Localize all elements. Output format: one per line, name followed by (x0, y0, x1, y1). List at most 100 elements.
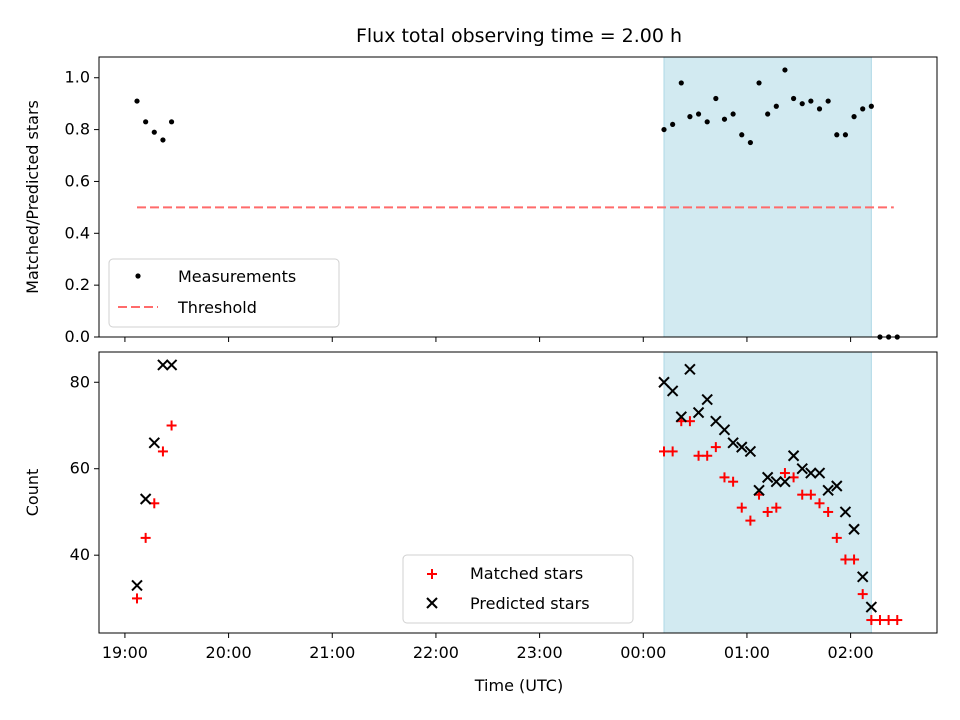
predicted-point-27-b (848, 523, 860, 535)
legend-matched-marker (427, 569, 437, 579)
measurement-point-28 (860, 106, 866, 112)
predicted-point-10-b (701, 393, 713, 406)
legend-measurement-marker (135, 273, 141, 279)
measurement-point-19 (782, 67, 788, 73)
predicted-point-11-b (710, 415, 722, 427)
legend-label-threshold: Threshold (177, 298, 257, 317)
measurement-point-21 (799, 101, 805, 107)
predicted-point-17 (761, 471, 774, 484)
x-axis-label: Time (UTC) (474, 676, 563, 695)
measurement-point-17 (765, 111, 771, 117)
predicted-point-19-b (779, 475, 791, 488)
predicted-point-29 (865, 601, 878, 613)
legend: Measurements Threshold (108, 258, 340, 328)
predicted-point-19 (779, 475, 791, 488)
predicted-point-8 (684, 363, 696, 375)
predicted-point-16 (753, 484, 765, 497)
predicted-point-4 (165, 359, 178, 371)
predicted-point-2 (148, 437, 160, 449)
matched-point-24 (823, 506, 834, 517)
measurement-point-20 (790, 95, 797, 102)
y-tick-label-3: 0.6 (65, 171, 90, 190)
predicted-point-14 (736, 441, 748, 453)
measurement-point-26 (842, 132, 849, 138)
predicted-point-5-b (658, 376, 670, 388)
measurement-point-16 (756, 80, 762, 86)
matched-point-29 (866, 615, 877, 626)
measurement-point-15 (747, 139, 753, 146)
matched-point-4 (166, 420, 177, 431)
measurement-point-11 (713, 95, 719, 102)
matched-point-5 (659, 446, 670, 457)
predicted-point-28 (856, 571, 869, 583)
x-tick-label-4: 23:00 (517, 643, 563, 662)
predicted-point-24 (822, 484, 834, 497)
predicted-point-18 (770, 475, 783, 488)
measurement-point-7 (678, 80, 684, 86)
matched-point-26 (840, 554, 851, 565)
predicted-point-7 (675, 411, 687, 423)
measurement-point-8 (687, 114, 693, 120)
observing-window-band (663, 351, 872, 634)
predicted-point-26 (839, 506, 852, 518)
predicted-point-3 (157, 359, 169, 371)
predicted-point-14-b (736, 441, 748, 453)
matched-point-32 (892, 615, 903, 626)
chart-title: Flux total observing time = 2.00 h (356, 25, 682, 47)
y-axis-label: Matched/Predicted stars (23, 100, 42, 294)
x-tick-label-3: 22:00 (413, 643, 459, 662)
predicted-point-28-b (856, 571, 869, 583)
matched-point-10 (702, 450, 713, 461)
legend-label-predicted: Predicted stars (470, 594, 590, 613)
x-tick-label-2: 21:00 (309, 643, 355, 662)
matched-point-15 (745, 515, 756, 526)
legend-predicted-marker-b (426, 597, 438, 609)
matched-point-18 (771, 502, 782, 513)
y-tick-label-1: 0.2 (65, 275, 90, 294)
predicted-point-12 (718, 424, 731, 436)
predicted-point-22 (805, 467, 817, 479)
measurement-point-13 (730, 111, 736, 117)
y-tick-label-0: 0.0 (65, 327, 90, 346)
matched-point-23 (814, 498, 825, 509)
x-tick-label-7: 02:00 (828, 643, 874, 662)
measurement-point-27 (851, 114, 857, 120)
predicted-point-29-b (865, 601, 878, 613)
axes-frame (98, 56, 938, 338)
matched-point-31 (883, 615, 894, 626)
measurement-point-24 (825, 98, 831, 104)
legend-box (108, 258, 340, 328)
top-panel-ratio: 0.0 0.2 0.4 0.6 0.8 1.0 Matched/Predicted star… (23, 56, 938, 346)
measurement-point-12 (721, 116, 728, 122)
predicted-point-20 (787, 450, 800, 462)
measurement-point-5 (661, 126, 667, 133)
measurement-point-14 (739, 132, 745, 138)
legend-label-matched: Matched stars (470, 564, 583, 583)
predicted-point-15-b (744, 445, 757, 458)
predicted-point-6 (666, 385, 679, 397)
matched-point-22 (805, 489, 816, 500)
matched-point-3 (157, 446, 168, 457)
axes-frame (98, 351, 938, 634)
measurement-point-23 (816, 106, 823, 112)
y-tick-label-5: 1.0 (65, 68, 90, 87)
predicted-point-16-b (753, 484, 765, 497)
predicted-point-12-b (718, 424, 731, 436)
predicted-point-25 (831, 480, 843, 492)
matched-point-25 (831, 532, 842, 543)
predicted-point-10 (701, 393, 713, 406)
matched-point-1 (140, 532, 151, 543)
measurement-point-6 (670, 121, 676, 128)
matched-point-13 (728, 476, 739, 487)
legend-label-measurements: Measurements (178, 267, 296, 286)
measurement-point-3 (160, 137, 166, 143)
predicted-point-0 (131, 579, 143, 592)
predicted-point-25-b (831, 480, 843, 492)
predicted-point-11 (710, 415, 722, 427)
predicted-point-13 (727, 437, 739, 449)
predicted-point-13-b (727, 437, 739, 449)
predicted-point-23 (813, 467, 826, 479)
matched-point-30 (874, 615, 885, 626)
matched-point-14 (736, 502, 747, 513)
matched-point-9 (693, 450, 704, 461)
